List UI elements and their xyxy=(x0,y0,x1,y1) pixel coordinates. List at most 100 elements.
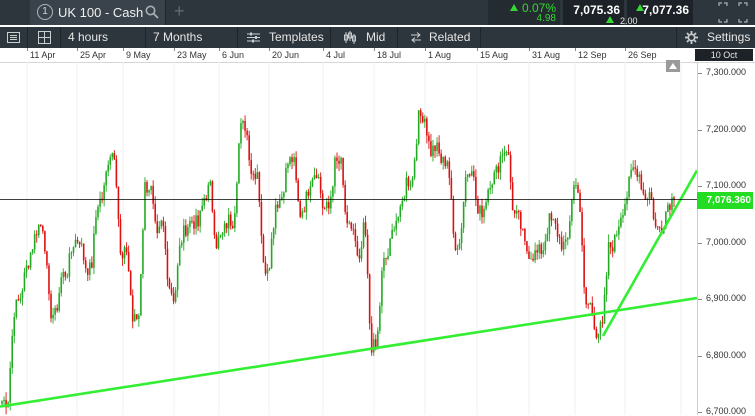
candle-body-down xyxy=(146,182,148,193)
candle-body-down xyxy=(127,252,130,272)
candle-body-up xyxy=(638,174,641,177)
candle-body-up xyxy=(503,152,506,156)
candle-body-up xyxy=(491,184,494,189)
search-icon[interactable] xyxy=(145,5,159,19)
candle-body-up xyxy=(573,185,575,200)
candle-body-up xyxy=(23,272,26,291)
candle-body-down xyxy=(172,293,175,302)
date-tick-label: 15 Aug xyxy=(480,50,509,60)
candle-body-down xyxy=(48,265,50,295)
candle-body-up xyxy=(60,277,63,294)
candle-body-up xyxy=(66,276,69,278)
candle-body-down xyxy=(246,130,248,136)
candle-body-down xyxy=(509,154,512,183)
candle-body-down xyxy=(511,182,514,211)
candle-body-down xyxy=(264,262,267,274)
candle-body-down xyxy=(129,271,132,296)
price-tick-label: 6,900.000 xyxy=(706,293,747,304)
related-button[interactable]: Related xyxy=(398,27,481,48)
candle-body-down xyxy=(229,214,232,226)
candle-body-down xyxy=(368,274,371,324)
price-change-box: 0.07% 4.98 xyxy=(488,0,560,25)
candle-body-down xyxy=(430,141,432,157)
candle-body-down xyxy=(407,177,410,187)
candle-body-up xyxy=(616,234,618,236)
settings-button[interactable]: Settings xyxy=(676,27,755,48)
candle-body-up xyxy=(3,399,5,402)
interval-dropdown[interactable]: 4 hours xyxy=(61,27,146,48)
candle-body-up xyxy=(544,241,547,251)
candle-body-up xyxy=(383,257,385,271)
candle-body-down xyxy=(262,235,265,263)
instrument-tab[interactable]: 1 UK 100 - Cash xyxy=(30,0,166,25)
candle-body-down xyxy=(162,220,165,227)
candle-body-down xyxy=(636,168,639,177)
candle-body-down xyxy=(579,192,581,212)
sell-button[interactable]: 7,075.36 xyxy=(563,0,624,25)
candle-body-down xyxy=(558,236,561,238)
candle-body-down xyxy=(452,198,455,234)
price-axis[interactable]: 7,300.000 7,200.000 7,100.000 7,000.000 6,90… xyxy=(697,62,755,416)
candle-body-down xyxy=(609,242,612,248)
candle-body-up xyxy=(199,210,201,227)
current-date-marker: 10 Oct xyxy=(695,49,753,61)
price-tick xyxy=(698,186,702,188)
date-tick-label: 6 Jun xyxy=(222,50,245,60)
candle-body-down xyxy=(350,222,353,229)
candle-body-down xyxy=(213,211,216,236)
candle-body-up xyxy=(180,242,183,246)
collapse-icon[interactable] xyxy=(718,13,728,23)
candle-body-up xyxy=(107,164,110,172)
candle-body-up xyxy=(1,401,3,404)
candle-body-up xyxy=(29,252,32,268)
candle-body-down xyxy=(250,160,252,174)
trendline-2[interactable] xyxy=(601,169,697,337)
candle-body-up xyxy=(144,182,146,230)
buy-up-triangle-icon xyxy=(636,4,644,11)
menu-button[interactable] xyxy=(0,27,28,48)
layout-button[interactable] xyxy=(28,27,61,48)
candle-body-up xyxy=(534,250,536,261)
candle-body-up xyxy=(93,233,95,268)
candle-body-up xyxy=(289,157,291,165)
candle-body-up xyxy=(479,205,481,214)
candle-body-down xyxy=(581,211,583,246)
candle-body-up xyxy=(62,271,65,278)
candle-body-up xyxy=(272,228,275,239)
candle-body-up xyxy=(178,245,181,266)
candle-body-up xyxy=(301,211,304,217)
date-tick-label: 12 Sep xyxy=(578,50,607,60)
price-chart[interactable] xyxy=(0,62,697,415)
candle-body-up xyxy=(95,217,97,234)
price-tick xyxy=(698,355,702,357)
change-percent: 0.07% xyxy=(521,1,556,15)
candle-body-down xyxy=(560,237,563,250)
candle-body-down xyxy=(258,172,261,203)
scroll-to-latest-icon[interactable] xyxy=(666,60,680,72)
candle-body-up xyxy=(489,188,491,190)
candle-body-down xyxy=(197,215,199,227)
candle-body-down xyxy=(364,222,367,235)
date-tick-label: 31 Aug xyxy=(532,50,561,60)
popout-icon[interactable] xyxy=(738,2,748,12)
candle-body-up xyxy=(546,234,549,242)
candle-body-down xyxy=(17,299,20,301)
candle-body-up xyxy=(274,204,277,229)
candle-body-down xyxy=(354,229,357,242)
templates-button[interactable]: Templates xyxy=(238,27,331,48)
candle-body-down xyxy=(336,157,338,161)
candle-body-up xyxy=(74,239,77,248)
candle-body-up xyxy=(223,223,226,233)
buy-button[interactable]: 7,077.36 xyxy=(627,0,693,25)
expand-icon[interactable] xyxy=(718,2,728,12)
plus-icon[interactable]: + xyxy=(174,1,185,21)
price-type-dropdown[interactable]: Mid xyxy=(331,27,398,48)
candle-body-down xyxy=(540,244,543,255)
trendline-1[interactable] xyxy=(0,296,697,408)
interval-label: 4 hours xyxy=(68,30,109,44)
candle-body-down xyxy=(44,231,46,252)
close-icon[interactable] xyxy=(738,13,748,23)
range-dropdown[interactable]: 7 Months xyxy=(146,27,238,48)
price-tick xyxy=(698,129,702,131)
candle-body-up xyxy=(150,185,152,191)
